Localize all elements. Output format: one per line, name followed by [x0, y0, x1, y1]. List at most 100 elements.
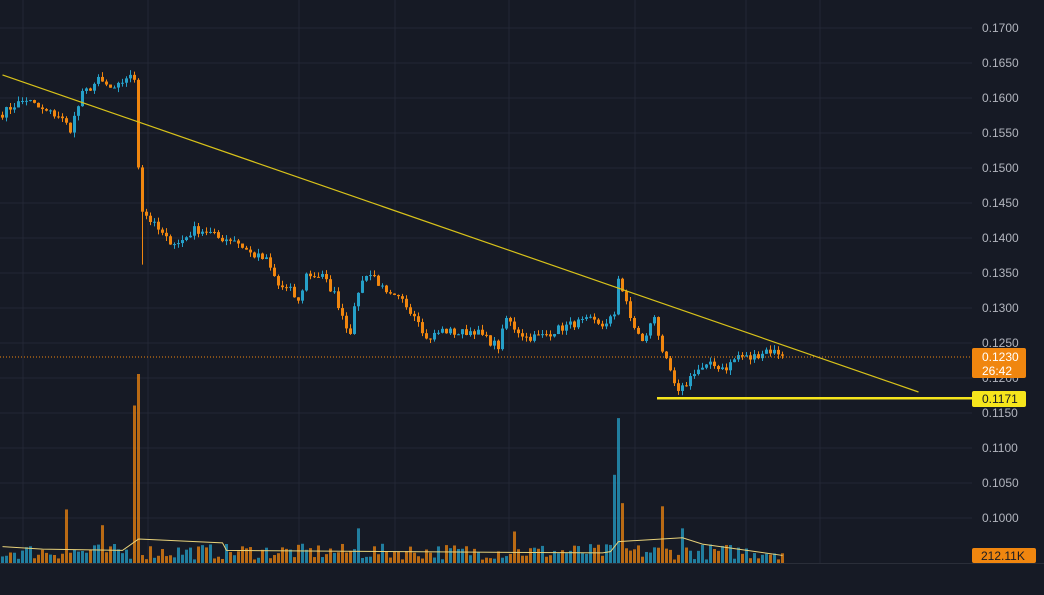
volume-bar	[521, 555, 524, 563]
candle	[49, 109, 52, 114]
volume-bar	[357, 528, 360, 563]
volume-bar	[373, 546, 376, 563]
volume-bar	[97, 544, 100, 563]
candle	[665, 350, 668, 360]
candle	[381, 283, 384, 289]
volume-bar	[165, 556, 168, 563]
candle	[5, 106, 8, 122]
bar-countdown: 26:42	[982, 364, 1012, 378]
volume-bar	[333, 552, 336, 563]
volume-bar	[409, 546, 412, 563]
candle	[453, 327, 456, 338]
candle	[109, 84, 112, 88]
volume-bar	[269, 558, 272, 563]
volume-bar	[557, 553, 560, 563]
volume-bar	[581, 553, 584, 563]
volume-bar	[729, 545, 732, 563]
volume-bar	[381, 543, 384, 563]
volume-bar	[245, 548, 248, 563]
volume-bar	[81, 550, 84, 563]
candle	[397, 294, 400, 300]
volume-bar	[133, 405, 136, 563]
candle	[205, 227, 208, 236]
volume-moving-average-line	[2, 537, 783, 556]
volume-bar	[597, 544, 600, 563]
volume-bar	[401, 559, 404, 563]
volume-bar	[761, 554, 764, 563]
candle	[577, 317, 580, 330]
current-price-tag-bg	[972, 348, 1026, 378]
candle	[757, 351, 760, 360]
price-tick-label: 0.1000	[982, 511, 1019, 525]
price-tick-label: 0.1350	[982, 266, 1019, 280]
candle	[649, 322, 652, 339]
volume-bar	[745, 548, 748, 563]
candle	[233, 236, 236, 242]
volume-bar	[317, 545, 320, 563]
volume-bar	[609, 544, 612, 563]
candle	[661, 334, 664, 354]
candle	[261, 252, 264, 260]
candle	[133, 71, 136, 83]
candle	[361, 275, 364, 294]
candle	[541, 330, 544, 338]
candle	[413, 310, 416, 321]
volume-bar	[501, 557, 504, 563]
candle	[61, 113, 64, 122]
candle	[285, 284, 288, 292]
volume-bar	[121, 553, 124, 563]
volume-bar	[461, 548, 464, 563]
candle	[425, 329, 428, 340]
candle	[281, 280, 284, 290]
candle	[101, 72, 104, 82]
price-axis[interactable]: 0.1700 0.1650 0.1600 0.1550 0.1500 0.1450 0.14…	[982, 21, 1019, 525]
volume-bar	[341, 543, 344, 563]
volume-bar	[321, 557, 324, 563]
candle	[625, 289, 628, 305]
price-tick-label: 0.1400	[982, 231, 1019, 245]
volume-bar	[565, 553, 568, 563]
volume-bar	[513, 531, 516, 563]
volume-bar	[741, 553, 744, 563]
candle	[21, 97, 24, 105]
candle	[237, 239, 240, 249]
candle	[337, 287, 340, 311]
volume-bar	[545, 556, 548, 563]
trendline[interactable]	[2, 74, 919, 393]
volume-bar	[485, 557, 488, 563]
candle	[385, 284, 388, 294]
volume-bar	[145, 559, 148, 563]
volume-bar	[589, 544, 592, 563]
candle	[221, 234, 224, 243]
volume-tag-bg	[972, 548, 1036, 563]
volume-bar	[481, 559, 484, 563]
volume-bar	[441, 559, 444, 563]
candle	[409, 303, 412, 316]
volume-bar	[613, 474, 616, 563]
candle	[41, 104, 44, 114]
candle	[773, 345, 776, 355]
volume-bar	[93, 545, 96, 563]
candle	[677, 379, 680, 395]
volume-bar	[525, 555, 528, 563]
price-tick-label: 0.1250	[982, 336, 1019, 350]
volume-bar	[377, 554, 380, 563]
volume-bar	[293, 557, 296, 563]
candles	[1, 70, 784, 396]
volume-bar	[449, 548, 452, 563]
candle	[253, 251, 256, 259]
volume-bar	[253, 559, 256, 563]
volume-bar	[457, 548, 460, 563]
candle	[65, 116, 68, 125]
candle	[305, 272, 308, 292]
support-price-tag: 0.1171	[972, 391, 1026, 407]
candle	[173, 242, 176, 249]
candle	[401, 293, 404, 303]
candle	[45, 108, 48, 112]
volume-bar	[101, 525, 104, 563]
candle	[701, 362, 704, 370]
volume-bar	[205, 547, 208, 563]
candle	[721, 363, 724, 370]
